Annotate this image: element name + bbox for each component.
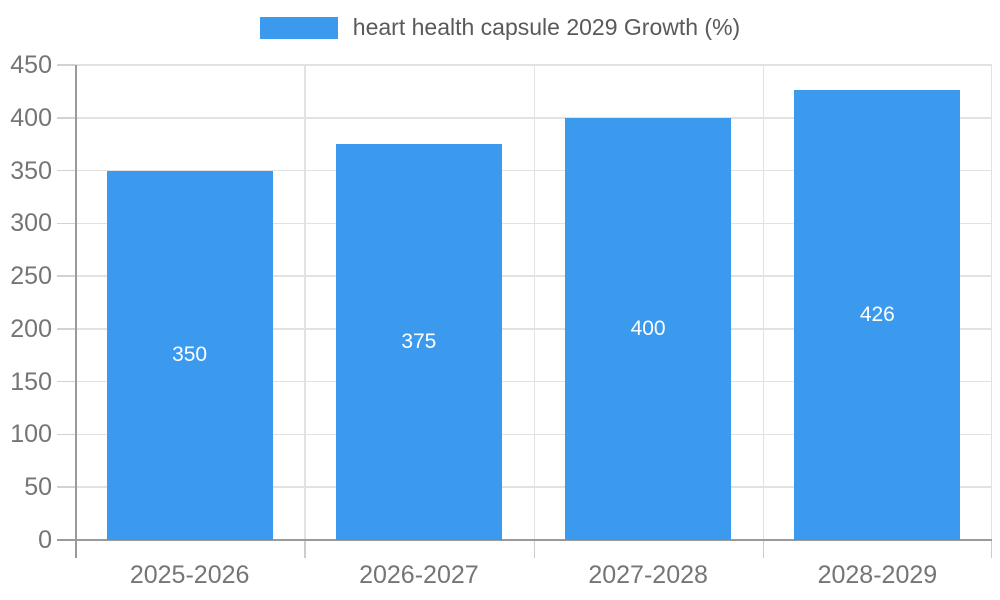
y-axis-label: 0 <box>38 526 52 554</box>
y-axis-label: 50 <box>24 473 52 502</box>
y-axis-tick <box>57 380 75 383</box>
y-axis-tick <box>57 486 75 488</box>
y-axis-line <box>75 65 77 558</box>
gridline <box>304 65 306 540</box>
y-axis-tick <box>57 275 75 277</box>
y-axis-tick <box>57 64 75 66</box>
bar-value-label: 400 <box>630 316 666 340</box>
y-axis-tick <box>57 222 75 225</box>
y-axis-label: 250 <box>10 262 52 291</box>
x-axis-tick <box>304 540 306 558</box>
x-axis-tick <box>762 540 765 558</box>
y-axis-label: 350 <box>10 156 52 185</box>
x-axis-label: 2028-2029 <box>817 561 938 589</box>
y-axis-label: 400 <box>10 103 52 132</box>
x-axis-line <box>57 539 992 541</box>
y-axis-label: 100 <box>10 420 52 449</box>
y-axis-label: 150 <box>10 367 52 396</box>
x-axis-tick <box>533 540 535 558</box>
y-axis-label: 450 <box>10 51 52 79</box>
legend-label: heart health capsule 2029 Growth (%) <box>352 14 741 40</box>
y-axis-tick <box>57 328 75 330</box>
y-axis-label: 200 <box>10 314 52 343</box>
bar-value-label: 375 <box>401 330 437 354</box>
x-axis-label: 2025-2026 <box>129 561 250 589</box>
gridline <box>762 65 765 540</box>
x-axis-label: 2026-2027 <box>359 561 479 589</box>
bar <box>335 144 502 540</box>
bar-value-label: 426 <box>859 303 895 327</box>
y-axis-tick <box>57 117 75 119</box>
x-axis-tick <box>990 540 992 558</box>
y-axis-label: 300 <box>10 209 52 238</box>
bar <box>106 170 273 540</box>
bar-value-label: 350 <box>172 343 208 367</box>
y-axis-tick <box>57 433 75 436</box>
y-axis-tick <box>57 169 75 172</box>
chart-legend: heart health capsule 2029 Growth (%) <box>0 14 1000 41</box>
gridline <box>990 65 992 540</box>
bar <box>794 90 961 540</box>
x-axis-label: 2027-2028 <box>588 561 708 589</box>
gridline <box>533 65 535 540</box>
bar <box>565 117 732 540</box>
plot-area: 0 50 100 150 200 250 300 350 400 450 350 2025-2026 3… <box>10 51 992 589</box>
legend-swatch <box>259 16 338 39</box>
